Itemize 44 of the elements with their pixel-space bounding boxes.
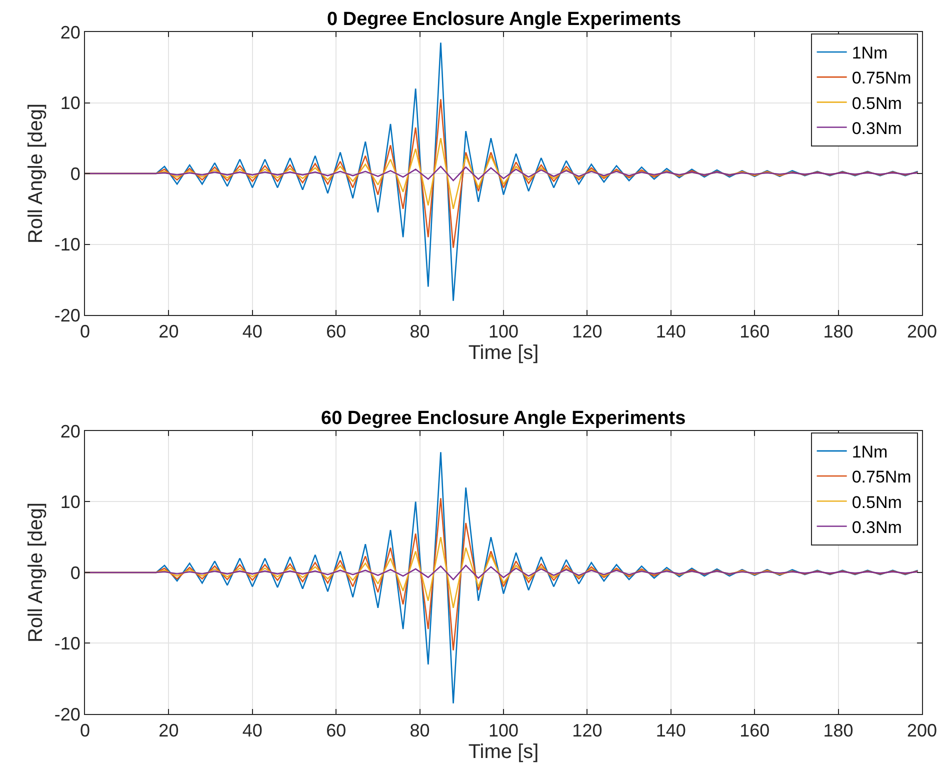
y-tick-label: -20: [54, 704, 80, 724]
x-tick-label: 60: [326, 720, 346, 741]
x-tick-label: 40: [242, 322, 262, 342]
x-tick-label: 180: [823, 720, 854, 741]
x-tick-label: 80: [410, 720, 430, 741]
x-axis-title: Time [s]: [468, 741, 539, 764]
x-tick-label: 200: [906, 322, 938, 342]
y-tick-label: 20: [60, 22, 80, 42]
x-tick-label: 120: [572, 720, 602, 741]
y-tick-label: -10: [54, 634, 80, 654]
x-tick-label: 40: [242, 720, 262, 741]
y-tick-label: 0: [70, 562, 80, 583]
y-tick-label: -20: [54, 305, 80, 326]
legend-label: 1Nm: [852, 44, 888, 63]
legend-label: 1Nm: [852, 442, 888, 462]
x-tick-label: 60: [326, 322, 346, 342]
legend-label: 0.5Nm: [852, 492, 902, 512]
legend-label: 0.75Nm: [852, 68, 912, 88]
x-tick-label: 140: [656, 720, 686, 741]
legend-label: 0.3Nm: [852, 118, 902, 138]
x-tick-label: 160: [740, 720, 770, 741]
x-tick-label: 120: [572, 322, 602, 342]
chart-title: 60 Degree Enclosure Angle Experiments: [321, 408, 686, 429]
legend-label: 0.75Nm: [852, 468, 912, 487]
y-tick-label: 10: [60, 93, 80, 114]
y-tick-label: 0: [70, 164, 80, 184]
y-tick-label: 10: [60, 492, 80, 512]
y-tick-label: 20: [60, 421, 80, 442]
x-tick-label: 200: [906, 720, 938, 741]
legend-label: 0.5Nm: [852, 94, 902, 113]
y-tick-label: -10: [54, 234, 80, 255]
x-axis-title: Time [s]: [468, 342, 539, 364]
x-tick-label: 100: [488, 322, 519, 342]
x-tick-label: 180: [823, 322, 854, 342]
x-tick-label: 160: [740, 322, 770, 342]
y-axis-title: Roll Angle [deg]: [24, 103, 47, 244]
x-tick-label: 140: [656, 322, 686, 342]
x-tick-label: 100: [488, 720, 519, 741]
x-tick-label: 20: [158, 720, 179, 741]
x-tick-label: 20: [158, 322, 179, 342]
chart-title: 0 Degree Enclosure Angle Experiments: [327, 9, 682, 30]
y-axis-title: Roll Angle [deg]: [24, 502, 47, 643]
x-tick-label: 80: [410, 322, 430, 342]
legend-label: 0.3Nm: [852, 518, 902, 537]
